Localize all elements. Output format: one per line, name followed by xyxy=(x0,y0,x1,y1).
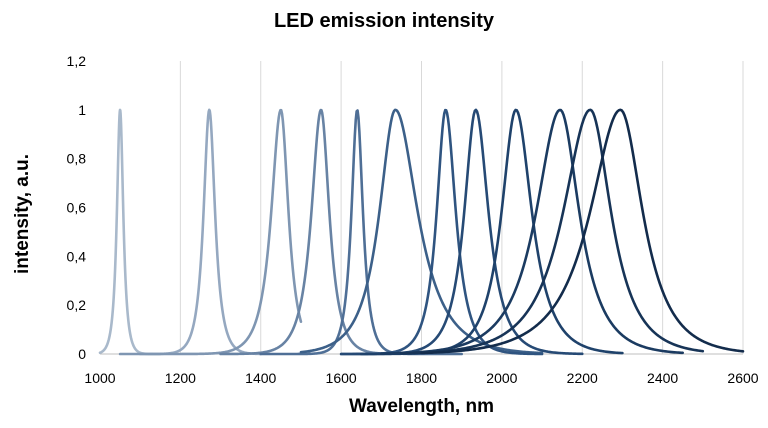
x-tick-label: 2600 xyxy=(727,370,758,386)
series-line-3 xyxy=(118,108,303,356)
x-tick-label: 1000 xyxy=(84,370,115,386)
x-axis-label: Wavelength, nm xyxy=(349,396,494,417)
series-line-12 xyxy=(420,108,745,355)
series-line-2 xyxy=(138,108,263,356)
x-tick-label: 2200 xyxy=(567,370,598,386)
series-line-1 xyxy=(98,108,162,356)
y-tick-label: 0,4 xyxy=(67,248,87,264)
y-tick-label: 0 xyxy=(78,346,86,362)
x-tick-label: 1600 xyxy=(326,370,357,386)
y-tick-label: 0,6 xyxy=(67,200,87,216)
series-line-6 xyxy=(299,108,544,355)
y-tick-label: 1 xyxy=(78,102,86,118)
y-tick-label: 0,2 xyxy=(67,297,87,313)
series-line-4 xyxy=(219,108,383,356)
chart-title: LED emission intensity xyxy=(273,10,495,32)
x-tick-label: 1400 xyxy=(245,370,276,386)
series-line-10 xyxy=(380,108,685,355)
x-tick-label: 1200 xyxy=(165,370,196,386)
x-tick-label: 1800 xyxy=(406,370,437,386)
x-tick-label: 2400 xyxy=(647,370,678,386)
y-tick-label: 0,8 xyxy=(67,151,87,167)
y-tick-label: 1,2 xyxy=(67,53,87,69)
x-tick-label: 2000 xyxy=(486,370,517,386)
